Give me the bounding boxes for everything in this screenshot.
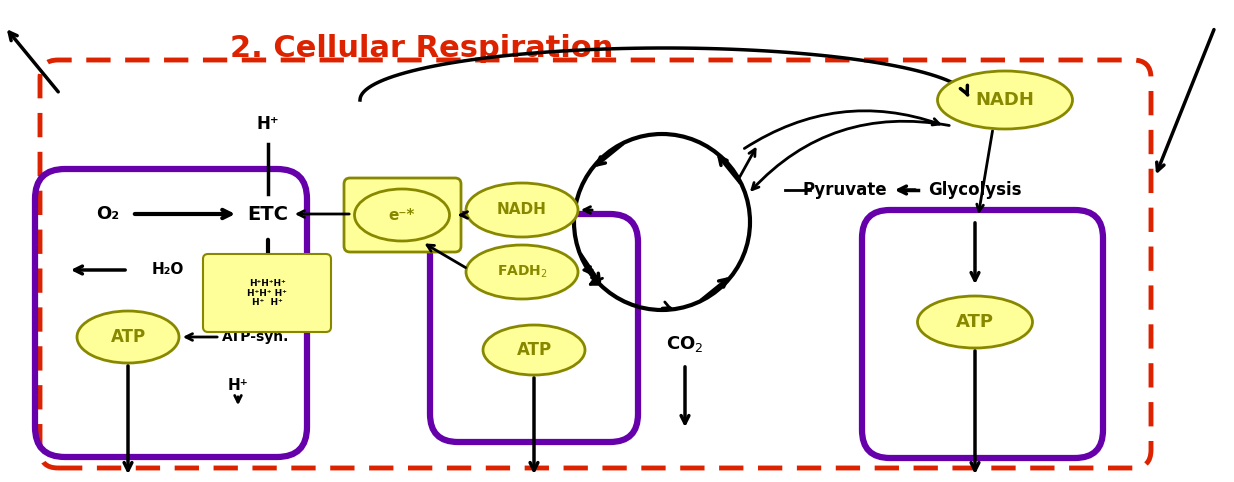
Text: ATP: ATP xyxy=(956,313,995,331)
Ellipse shape xyxy=(918,296,1033,348)
Text: ATP-syn.: ATP-syn. xyxy=(222,330,290,344)
Ellipse shape xyxy=(466,245,578,299)
Text: ATP: ATP xyxy=(110,328,146,346)
Text: NADH: NADH xyxy=(497,202,547,217)
FancyBboxPatch shape xyxy=(204,254,331,332)
FancyBboxPatch shape xyxy=(344,178,462,252)
Text: H₂O: H₂O xyxy=(152,263,184,278)
Text: Pyruvate: Pyruvate xyxy=(802,181,887,199)
Ellipse shape xyxy=(354,189,449,241)
Text: ETC: ETC xyxy=(248,204,289,224)
Text: ATP: ATP xyxy=(517,341,552,359)
Text: O₂: O₂ xyxy=(96,205,120,223)
Text: CO$_2$: CO$_2$ xyxy=(666,334,703,354)
Text: H⁺H⁺H⁺
H⁺H⁺ H⁺
H⁺  H⁺: H⁺H⁺H⁺ H⁺H⁺ H⁺ H⁺ H⁺ xyxy=(247,279,288,307)
Text: e⁻*: e⁻* xyxy=(389,207,415,223)
Text: 2. Cellular Respiration: 2. Cellular Respiration xyxy=(230,34,613,63)
Ellipse shape xyxy=(938,71,1072,129)
Text: NADH: NADH xyxy=(976,91,1034,109)
Ellipse shape xyxy=(482,325,585,375)
Text: H⁺: H⁺ xyxy=(257,115,279,133)
Ellipse shape xyxy=(466,183,578,237)
Text: FADH$_2$: FADH$_2$ xyxy=(496,264,548,280)
Text: Glycolysis: Glycolysis xyxy=(928,181,1022,199)
Ellipse shape xyxy=(77,311,179,363)
Text: H⁺: H⁺ xyxy=(227,377,248,392)
